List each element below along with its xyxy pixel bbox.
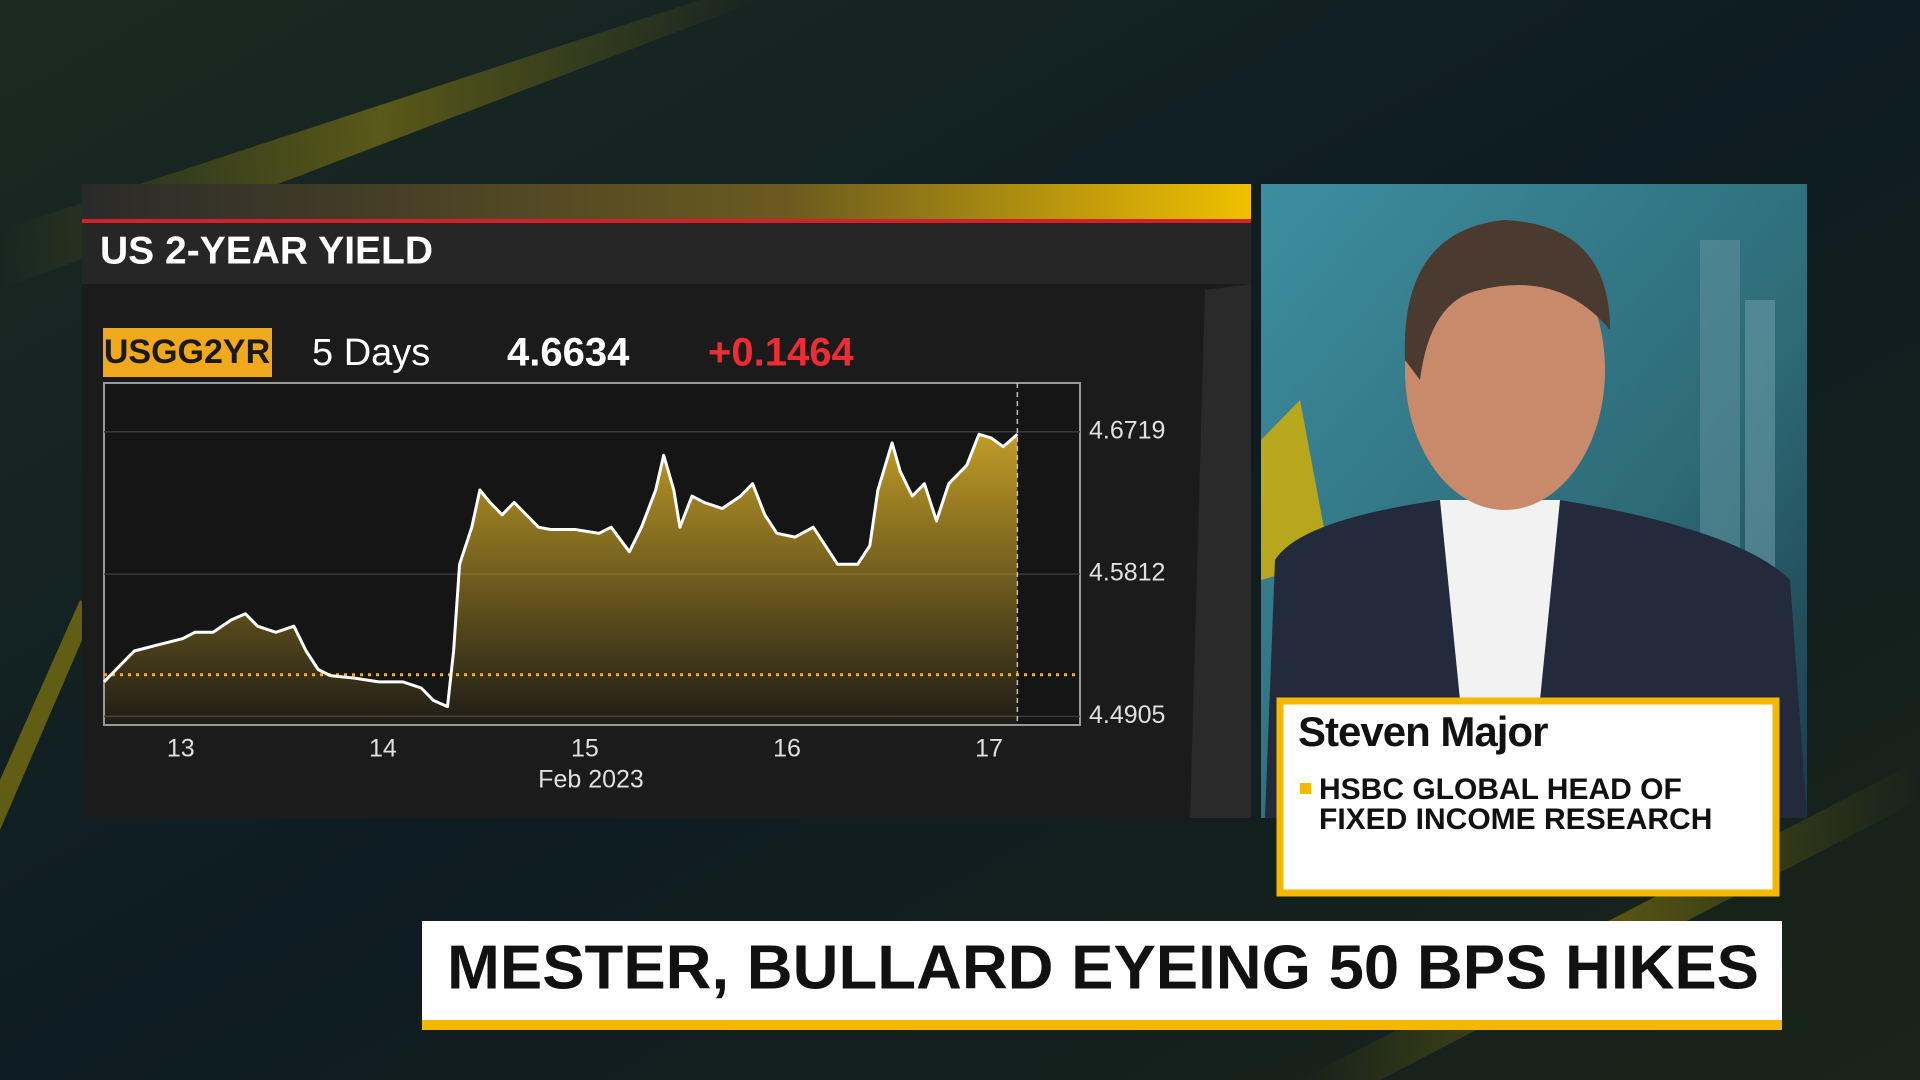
name-box — [1276, 697, 1780, 897]
y-tick-label: 4.4905 — [1089, 701, 1165, 729]
area — [104, 434, 1018, 725]
headline: MESTER, BULLARD EYEING 50 BPS HIKES — [447, 933, 1759, 1002]
panel-rule — [82, 219, 1251, 223]
period: 5 Days — [312, 332, 430, 374]
x-tick-label: 14 — [369, 735, 397, 763]
x-tick-label: 16 — [773, 735, 801, 763]
hair — [1404, 220, 1610, 380]
x-tick-label: 15 — [571, 735, 599, 763]
shirt — [1440, 500, 1560, 700]
x-axis-label: Feb 2023 — [538, 766, 644, 794]
guest-title: FIXED INCOME RESEARCH — [1319, 803, 1712, 836]
bullet — [1300, 783, 1311, 794]
change: +0.1464 — [708, 331, 854, 375]
x-tick-label: 13 — [167, 735, 195, 763]
y-tick-label: 4.6719 — [1089, 416, 1165, 444]
panel-edge — [1190, 284, 1251, 818]
title-bar — [82, 223, 1251, 284]
y-tick-label: 4.5812 — [1089, 559, 1165, 587]
panel-band — [82, 184, 1251, 220]
headline-rule — [422, 1020, 1782, 1030]
decor-streak — [0, 600, 95, 830]
chart-title: US 2-YEAR YIELD — [100, 229, 433, 272]
last-value: 4.6634 — [507, 331, 630, 375]
headline-bar — [422, 921, 1782, 1020]
ticker-badge — [103, 328, 272, 377]
guest-title: HSBC GLOBAL HEAD OF — [1319, 773, 1682, 806]
line — [102, 432, 1019, 709]
x-tick-label: 17 — [975, 735, 1003, 763]
guest-name: Steven Major — [1298, 708, 1548, 755]
ticker: USGG2YR — [104, 333, 270, 371]
